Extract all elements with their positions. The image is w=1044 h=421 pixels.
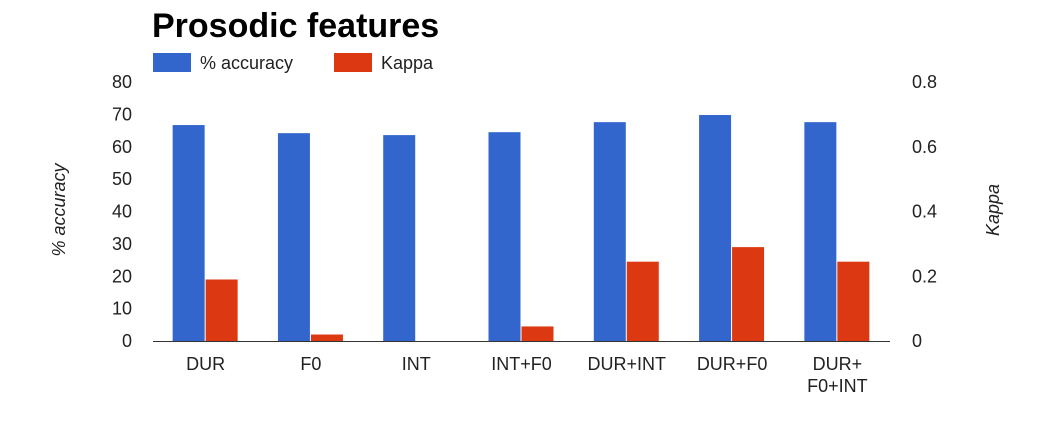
left-tick-label: 70	[112, 104, 132, 124]
kappa-bar	[732, 247, 765, 341]
left-tick-label: 80	[112, 72, 132, 92]
accuracy-bar	[804, 122, 837, 342]
category-label: DUR+INT	[588, 354, 667, 374]
category-labels: DUR F0 INT INT+F0 DUR+INT DUR+F0 DUR+ F0+INT	[186, 354, 867, 396]
right-tick-labels: 0 0.2 0.4 0.6 0.8	[912, 72, 937, 351]
category-label-line: DUR+INT	[588, 354, 667, 374]
legend-swatch-kappa	[334, 53, 372, 72]
legend-label-kappa: Kappa	[381, 53, 434, 73]
category-label-line: INT	[402, 354, 431, 374]
category-label-line: INT+F0	[491, 354, 552, 374]
right-tick-label: 0.4	[912, 202, 937, 222]
category-label-line: F0	[300, 354, 321, 374]
category-label-line: DUR	[186, 354, 225, 374]
accuracy-bar	[699, 115, 732, 342]
legend-swatch-accuracy	[153, 53, 191, 72]
accuracy-bar	[488, 132, 521, 341]
bars	[172, 115, 870, 342]
legend: % accuracy Kappa	[153, 53, 434, 73]
left-tick-label: 10	[112, 299, 132, 319]
category-label: DUR+F0	[697, 354, 768, 374]
category-label-line: DUR+F0	[697, 354, 768, 374]
category-label: INT+F0	[491, 354, 552, 374]
category-label-line: DUR+	[813, 354, 863, 374]
accuracy-bar	[593, 122, 626, 342]
kappa-bar	[837, 261, 870, 341]
left-tick-label: 20	[112, 266, 132, 286]
accuracy-bar	[277, 133, 310, 341]
category-label: DUR+ F0+INT	[807, 354, 868, 396]
right-tick-label: 0	[912, 331, 922, 351]
left-tick-label: 40	[112, 202, 132, 222]
category-label: F0	[300, 354, 321, 374]
kappa-bar	[521, 326, 554, 341]
right-tick-label: 0.6	[912, 137, 937, 157]
left-tick-label: 0	[122, 331, 132, 351]
left-tick-label: 50	[112, 169, 132, 189]
accuracy-bar	[172, 125, 205, 341]
accuracy-bar	[383, 135, 416, 341]
left-tick-label: 30	[112, 234, 132, 254]
category-label: INT	[402, 354, 431, 374]
left-tick-labels: 0 10 20 30 40 50 60 70 80	[112, 72, 132, 351]
y-axis-title-right: Kappa	[983, 184, 1003, 236]
category-label-line: F0+INT	[807, 376, 868, 396]
legend-label-accuracy: % accuracy	[200, 53, 293, 73]
right-tick-label: 0.8	[912, 72, 937, 92]
category-label: DUR	[186, 354, 225, 374]
y-axis-title-left: % accuracy	[49, 162, 69, 256]
kappa-bar	[205, 279, 238, 341]
kappa-bar	[310, 334, 343, 341]
right-tick-label: 0.2	[912, 266, 937, 286]
kappa-bar	[626, 261, 659, 341]
chart-title: Prosodic features	[152, 7, 439, 45]
left-tick-label: 60	[112, 137, 132, 157]
